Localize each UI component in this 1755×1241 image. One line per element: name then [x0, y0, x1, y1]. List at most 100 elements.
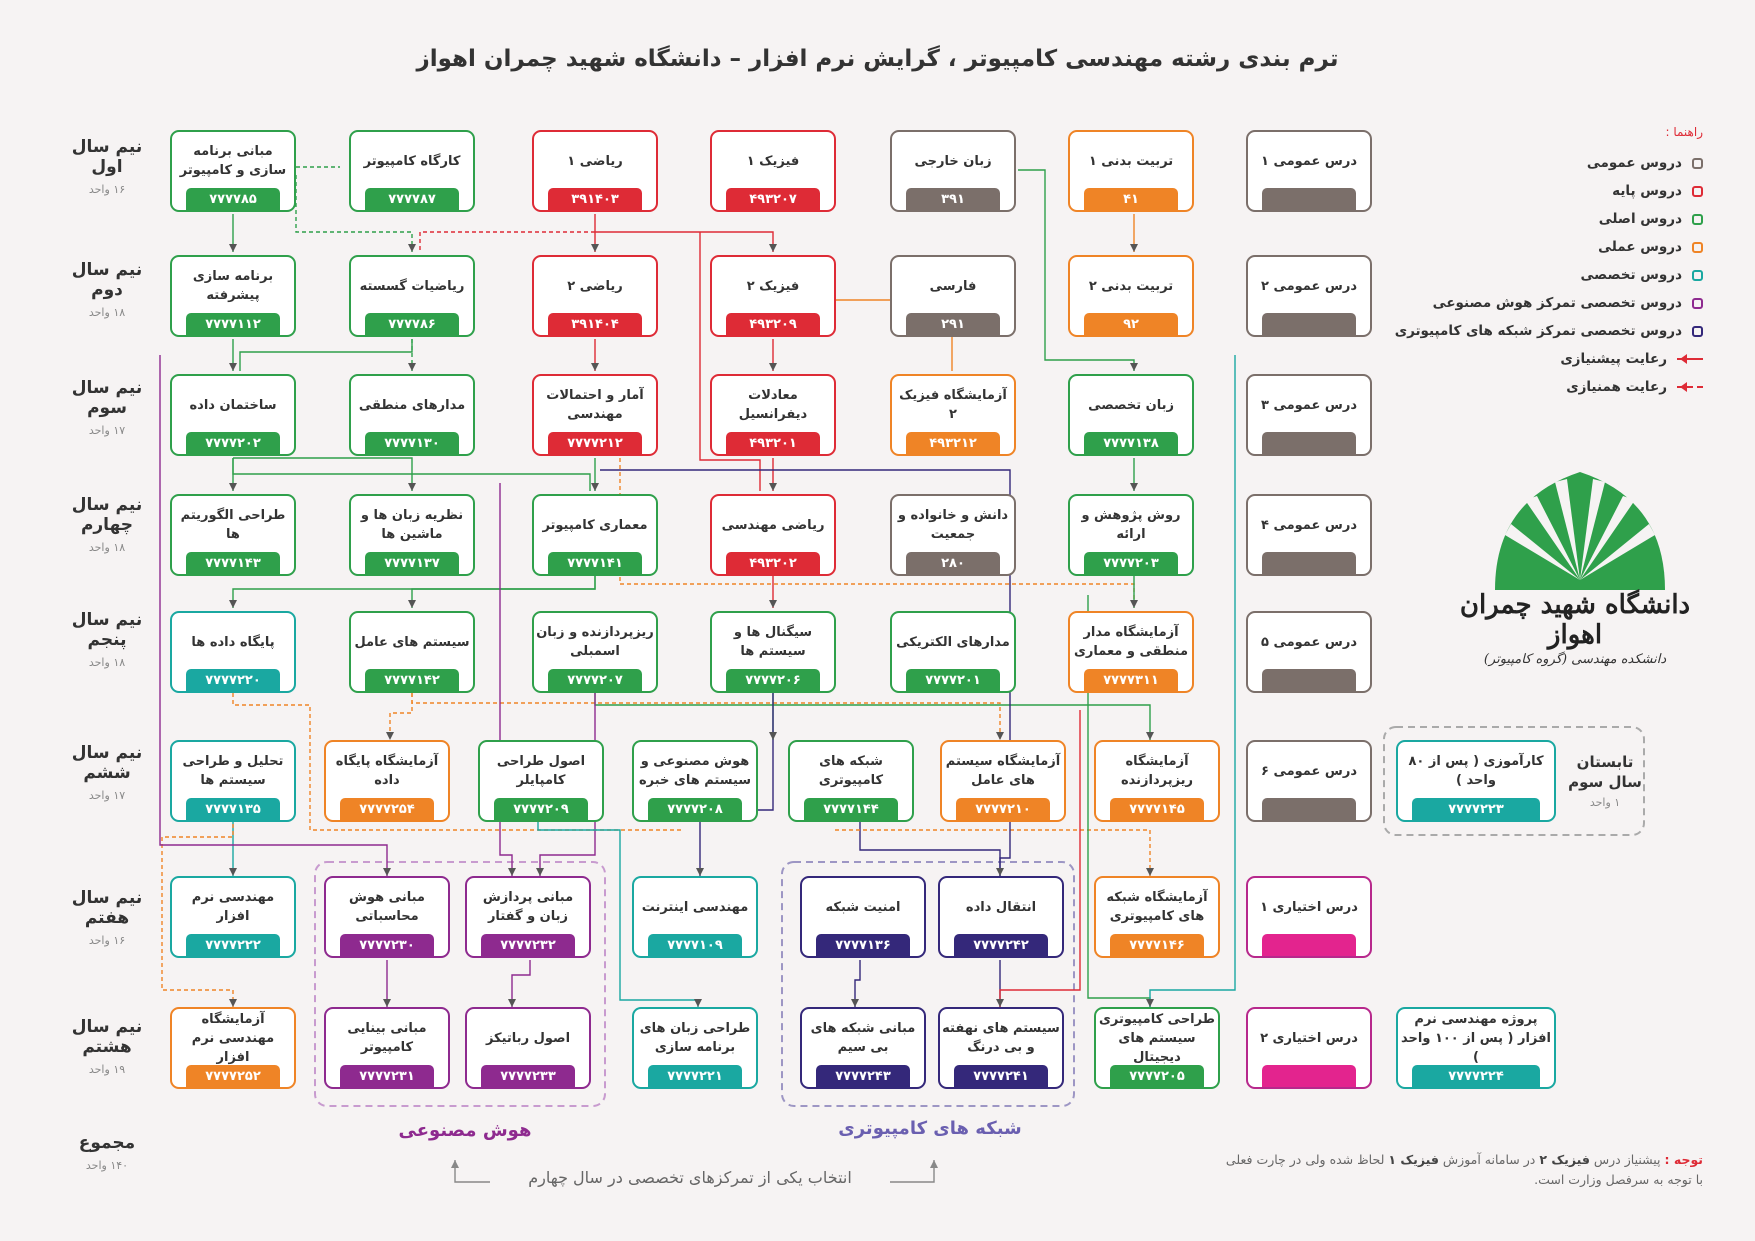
course-box: فیزیک ۲ ۴۹۳۲۰۹: [710, 255, 836, 337]
semester-label: نیم سال ششم ۱۷ واحد: [71, 743, 143, 802]
course-box: ساختمان داده ۷۷۷۷۲۰۲: [170, 374, 296, 456]
legend-item-base: دروس پایه: [1373, 177, 1703, 205]
course-name: مبانی هوش محاسباتی: [349, 890, 425, 924]
course-box: مبانی بینایی کامپیوتر ۷۷۷۷۲۳۱: [324, 1007, 450, 1089]
course-name: انتقال داده: [965, 899, 1037, 915]
course-code: ۲۹۱: [906, 313, 1000, 335]
course-name: کارآموزی ( پس از ۸۰ واحد ): [1408, 754, 1544, 788]
course-code: ۷۷۷۷۲۰۶: [726, 669, 820, 691]
course-code: ۷۷۷۷۳۱۱: [1084, 669, 1178, 691]
course-box: کارآموزی ( پس از ۸۰ واحد ) ۷۷۷۷۲۲۳: [1396, 740, 1556, 822]
semester-label: نیم سال پنجم ۱۸ واحد: [71, 610, 143, 669]
course-box: مهندسی اینترنت ۷۷۷۷۱۰۹: [632, 876, 758, 958]
course-code: ۷۷۷۷۲۵۴: [340, 798, 434, 820]
course-name: درس عمومی ۶: [1260, 763, 1358, 779]
course-name: مبانی برنامه سازی و کامپیوتر: [179, 144, 287, 178]
legend-item-coreq: رعایت همنیازی: [1373, 373, 1703, 401]
course-box: مبانی شبکه های بی سیم ۷۷۷۷۲۴۳: [800, 1007, 926, 1089]
course-box: ریاضی ۲ ۳۹۱۴۰۴: [532, 255, 658, 337]
course-code: ۷۷۷۷۱۳۵: [186, 798, 280, 820]
course-name: آزمایشگاه فیزیک ۲: [899, 388, 1007, 422]
course-name: فارسی: [929, 278, 977, 294]
course-name: آزمایشگاه سیستم های عامل: [945, 754, 1061, 788]
university-logo-icon: [1495, 472, 1665, 590]
course-code: ۷۷۷۷۱۴۴: [804, 798, 898, 820]
course-box: طراحی الگوریتم ها ۷۷۷۷۱۴۳: [170, 494, 296, 576]
course-box: سیگنال ها و سیستم ها ۷۷۷۷۲۰۶: [710, 611, 836, 693]
course-name: فیزیک ۲: [746, 278, 800, 294]
course-code: ۷۷۷۷۲۰۷: [548, 669, 642, 691]
course-code: ۷۷۷۷۲۲۰: [186, 669, 280, 691]
page-title: ترم بندی رشته مهندسی کامپیوتر ، گرایش نر…: [416, 46, 1339, 72]
course-code: ۹۲: [1084, 313, 1178, 335]
course-box: هوش مصنوعی و سیستم های خبره ۷۷۷۷۲۰۸: [632, 740, 758, 822]
course-code: ۷۷۷۷۱۱۲: [186, 313, 280, 335]
course-code: [1262, 188, 1356, 210]
course-name: مبانی شبکه های بی سیم: [810, 1021, 916, 1055]
course-box: درس اختیاری ۱: [1246, 876, 1372, 958]
legend-item-prereq: رعایت پیشنیازی: [1373, 345, 1703, 373]
course-code: ۷۷۷۷۱۴۲: [365, 669, 459, 691]
course-code: ۷۷۷۷۲۲۱: [648, 1065, 742, 1087]
course-code: ۷۷۷۷۲۲۴: [1412, 1065, 1540, 1087]
course-box: درس عمومی ۲: [1246, 255, 1372, 337]
course-box: طراحی کامپیوتری سیستم های دیجیتال ۷۷۷۷۲۰۵: [1094, 1007, 1220, 1089]
course-code: ۳۹۱: [906, 188, 1000, 210]
semester-label: نیم سال هفتم ۱۶ واحد: [71, 888, 143, 947]
course-code: ۷۷۷۷۲۱۰: [956, 798, 1050, 820]
course-box: ریزپردازنده و زبان اسمبلی ۷۷۷۷۲۰۷: [532, 611, 658, 693]
course-box: آزمایشگاه ریزپردازنده ۷۷۷۷۱۴۵: [1094, 740, 1220, 822]
course-box: معماری کامپیوتر ۷۷۷۷۱۴۱: [532, 494, 658, 576]
course-code: [1262, 552, 1356, 574]
course-box: طراحی زبان های برنامه سازی ۷۷۷۷۲۲۱: [632, 1007, 758, 1089]
course-box: پروژه مهندسی نرم افزار ( پس از ۱۰۰ واحد …: [1396, 1007, 1556, 1089]
course-name: مدارهای منطقی: [358, 397, 466, 413]
course-code: ۴۹۳۲۰۷: [726, 188, 820, 210]
course-name: ریاضی مهندسی: [721, 517, 825, 533]
course-code: ۷۷۷۷۲۳۰: [340, 934, 434, 956]
course-code: ۷۷۷۷۲۱۲: [548, 432, 642, 454]
course-name: اصول رباتیکز: [485, 1030, 571, 1046]
course-box: درس عمومی ۱: [1246, 130, 1372, 212]
course-name: تربیت بدنی ۲: [1088, 278, 1174, 294]
course-box: ریاضی ۱ ۳۹۱۴۰۳: [532, 130, 658, 212]
course-name: برنامه سازی پیشرفته: [192, 269, 274, 303]
course-code: ۷۷۷۷۲۴۱: [954, 1065, 1048, 1087]
course-code: ۷۷۷۷۲۰۵: [1110, 1065, 1204, 1087]
course-name: آزمایشگاه پایگاه داده: [335, 754, 439, 788]
dashed-arrow-icon: [1677, 382, 1703, 392]
course-name: سیستم های نهفته و بی درنگ: [942, 1021, 1060, 1055]
course-name: طراحی کامپیوتری سیستم های دیجیتال: [1099, 1011, 1215, 1065]
course-box: درس عمومی ۶: [1246, 740, 1372, 822]
semester-label: نیم سال دوم ۱۸ واحد: [71, 260, 143, 319]
course-name: روش پژوهش و ارائه: [1081, 508, 1181, 542]
course-code: ۷۷۷۷۱۴۵: [1110, 798, 1204, 820]
course-box: آزمایشگاه پایگاه داده ۷۷۷۷۲۵۴: [324, 740, 450, 822]
semester-label: نیم سال اول ۱۶ واحد: [71, 137, 143, 196]
arrow-icon: [1677, 354, 1703, 364]
legend-item-general: دروس عمومی: [1373, 149, 1703, 177]
course-name: تحلیل و طراحی سیستم ها: [182, 754, 284, 788]
course-box: روش پژوهش و ارائه ۷۷۷۷۲۰۳: [1068, 494, 1194, 576]
course-code: ۷۷۷۷۲۰۸: [648, 798, 742, 820]
network-group-label: شبکه های کامپیوتری: [838, 1118, 1022, 1139]
course-name: طراحی زبان های برنامه سازی: [639, 1021, 751, 1055]
course-code: ۴۹۳۲۰۱: [726, 432, 820, 454]
course-box: پایگاه داده ها ۷۷۷۷۲۲۰: [170, 611, 296, 693]
course-box: فارسی ۲۹۱: [890, 255, 1016, 337]
course-box: معادلات دیفرانسیل ۴۹۳۲۰۱: [710, 374, 836, 456]
swatch-icon: [1692, 185, 1703, 197]
course-name: ریزپردازنده و زبان اسمبلی: [536, 625, 654, 659]
course-name: آمار و احتمالات مهندسی: [546, 388, 644, 422]
semester-label: نیم سال سوم ۱۷ واحد: [71, 378, 143, 437]
course-code: ۷۷۷۷۲۰۱: [906, 669, 1000, 691]
course-name: سیستم های عامل: [354, 634, 470, 650]
course-name: طراحی الگوریتم ها: [180, 508, 286, 542]
course-code: ۲۸۰: [906, 552, 1000, 574]
course-code: ۷۷۷۷۱۳۸: [1084, 432, 1178, 454]
course-name: تربیت بدنی ۱: [1088, 153, 1174, 169]
course-box: سیستم های نهفته و بی درنگ ۷۷۷۷۲۴۱: [938, 1007, 1064, 1089]
course-box: مهندسی نرم افزار ۷۷۷۷۲۲۲: [170, 876, 296, 958]
legend-item-specialized: دروس تخصصی: [1373, 261, 1703, 289]
course-code: ۴۹۳۲۰۹: [726, 313, 820, 335]
